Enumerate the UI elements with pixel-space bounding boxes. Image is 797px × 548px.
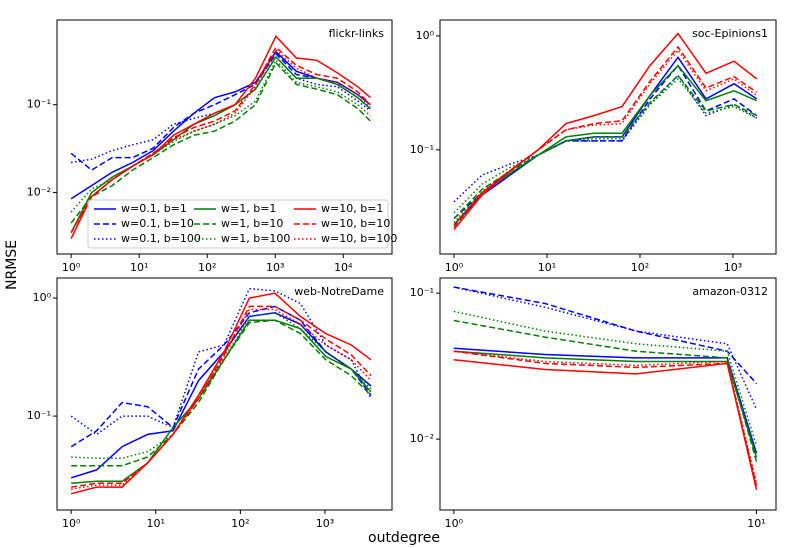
series-line xyxy=(71,305,372,488)
x-tick-label: 10³ xyxy=(724,261,742,274)
x-tick-label: 10⁰ xyxy=(445,261,464,274)
legend-box xyxy=(87,199,389,249)
series-line xyxy=(453,350,758,458)
y-tick-label: 10⁻¹ xyxy=(27,409,51,422)
series-line xyxy=(453,350,758,484)
x-tick-label: 10¹ xyxy=(538,261,556,274)
x-tick-label: 10⁴ xyxy=(334,261,353,274)
series-line xyxy=(70,55,371,164)
axes-frame xyxy=(56,277,393,511)
series-line xyxy=(70,48,371,233)
y-tick-label: 10⁻² xyxy=(27,186,51,199)
y-tick-label: 10⁻² xyxy=(410,432,434,445)
x-tick-label: 10¹ xyxy=(747,517,765,530)
plot-area xyxy=(70,34,371,239)
legend-label: w=0.1, b=10 xyxy=(121,217,194,230)
series-line xyxy=(453,32,758,230)
y-tick-label: 10⁻¹ xyxy=(27,98,51,111)
y-tick-label: 10⁰ xyxy=(33,291,52,304)
panel-title: flickr-links xyxy=(329,27,385,40)
series-line xyxy=(71,319,372,467)
legend-label: w=0.1, b=100 xyxy=(121,232,201,245)
series-line xyxy=(453,310,758,447)
axes-frame xyxy=(56,19,393,255)
axes-frame xyxy=(439,277,777,511)
series-line xyxy=(70,46,371,233)
legend-label: w=1, b=1 xyxy=(221,202,276,215)
y-tick-label: 10⁰ xyxy=(416,29,435,42)
x-axis-label: outdegree xyxy=(368,530,440,546)
x-tick-label: 10¹ xyxy=(147,517,165,530)
x-tick-label: 10⁰ xyxy=(445,517,464,530)
panel-title: soc-Epinions1 xyxy=(692,27,768,40)
y-tick-label: 10⁻¹ xyxy=(410,286,434,299)
x-tick-label: 10² xyxy=(231,517,249,530)
series-line xyxy=(70,52,371,172)
series-line xyxy=(453,77,758,214)
plot-area xyxy=(453,32,758,230)
series-line xyxy=(453,45,758,228)
y-tick-label: 10⁻¹ xyxy=(410,143,434,156)
x-tick-label: 10² xyxy=(198,261,216,274)
series-line xyxy=(71,312,372,459)
legend-label: w=1, b=10 xyxy=(221,217,283,230)
series-line xyxy=(453,347,758,454)
plot-area xyxy=(453,286,758,490)
series-line xyxy=(453,74,758,220)
series-line xyxy=(453,64,758,220)
series-line xyxy=(70,287,372,436)
x-tick-label: 10¹ xyxy=(130,261,148,274)
x-tick-label: 10² xyxy=(631,261,649,274)
x-tick-label: 10⁰ xyxy=(62,261,81,274)
series-line xyxy=(70,55,371,233)
series-line xyxy=(453,286,758,385)
legend-label: w=10, b=10 xyxy=(321,217,390,230)
series-line xyxy=(70,58,371,213)
series-line xyxy=(71,308,372,490)
series-line xyxy=(453,358,758,490)
series-line xyxy=(453,350,758,486)
plot-area xyxy=(70,287,372,495)
x-tick-label: 10³ xyxy=(316,517,334,530)
series-line xyxy=(453,64,757,226)
series-line xyxy=(71,292,372,495)
panel-title: amazon-0312 xyxy=(692,285,768,298)
series-line xyxy=(70,305,372,448)
series-line xyxy=(453,48,758,224)
x-tick-label: 10⁰ xyxy=(62,517,81,530)
panel-title: web-NotreDame xyxy=(294,285,384,298)
axes-frame xyxy=(439,19,777,255)
series-line xyxy=(453,319,758,462)
legend-label: w=0.1, b=1 xyxy=(121,202,187,215)
legend-label: w=10, b=100 xyxy=(321,232,397,245)
series-line xyxy=(70,312,372,479)
x-tick-label: 10³ xyxy=(266,261,284,274)
series-line xyxy=(70,61,371,224)
legend-label: w=10, b=1 xyxy=(321,202,383,215)
y-axis-label: NRMSE xyxy=(4,240,20,290)
series-line xyxy=(453,55,758,226)
legend-label: w=1, b=100 xyxy=(221,232,290,245)
